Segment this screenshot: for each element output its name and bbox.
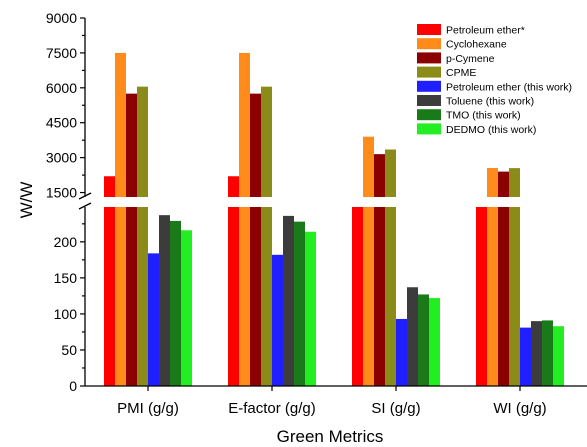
bar <box>272 254 283 386</box>
bar <box>509 168 520 386</box>
bar <box>374 154 385 386</box>
legend-swatch <box>417 109 441 121</box>
legend-swatch <box>417 24 441 35</box>
bar <box>148 253 159 386</box>
bar <box>396 318 407 386</box>
y-tick-label: 9000 <box>46 10 77 26</box>
legend-entry-label: DEDMO (this work) <box>446 124 536 136</box>
bar <box>429 298 440 386</box>
y-tick-label: 1500 <box>46 185 77 201</box>
y-tick-label: 4500 <box>46 115 77 131</box>
y-tick-label: 200 <box>54 234 78 250</box>
bar <box>498 171 509 386</box>
y-tick-label: 50 <box>61 342 77 358</box>
bar <box>385 149 396 386</box>
legend-swatch <box>417 66 441 78</box>
legend-entry-label: Toluene (this work) <box>446 96 534 108</box>
x-category-label: WI (g/g) <box>493 400 546 417</box>
tick-labels-group: 0 50 100 150 200 1500 3000 4500 6000 7500 9000 PMI … <box>46 10 547 417</box>
bar <box>352 204 363 386</box>
axis-break-band <box>73 197 587 207</box>
bar <box>170 220 181 386</box>
bar <box>553 326 564 386</box>
y-tick-label: 0 <box>69 378 77 394</box>
bar <box>159 215 170 386</box>
legend-swatch <box>417 123 441 135</box>
bar <box>250 93 261 387</box>
legend: Petroleum ether* Cyclohexane p-Cymene CPME P… <box>413 20 587 168</box>
x-category-label: PMI (g/g) <box>117 400 179 417</box>
bar <box>283 215 294 386</box>
x-category-label: SI (g/g) <box>371 400 420 417</box>
legend-swatch <box>417 38 441 50</box>
legend-swatch <box>417 80 441 92</box>
y-tick-label: 6000 <box>46 80 77 96</box>
legend-entry-label: TMO (this work) <box>446 110 521 122</box>
axis-break-mark <box>78 192 92 200</box>
axes-group <box>78 17 587 391</box>
bar <box>363 136 374 386</box>
bar <box>418 294 429 386</box>
bar <box>181 230 192 386</box>
y-tick-label: 3000 <box>46 150 77 166</box>
legend-swatch <box>417 95 441 106</box>
bar <box>228 176 239 386</box>
bar <box>305 231 316 386</box>
legend-entry-label: Petroleum ether* <box>446 25 525 37</box>
bar <box>542 320 553 386</box>
bar <box>239 52 250 387</box>
x-axis-title: Green Metrics <box>277 427 384 446</box>
legend-entry-label: Petroleum ether (this work) <box>446 81 572 93</box>
y-tick-label: 100 <box>54 306 78 322</box>
bar <box>531 321 542 386</box>
bar <box>137 86 148 387</box>
legend-entry-label: Cyclohexane <box>446 39 507 51</box>
bar <box>520 327 531 386</box>
bar <box>115 52 126 387</box>
bar <box>407 287 418 386</box>
x-category-label: E-factor (g/g) <box>228 400 316 417</box>
axis-break-mark <box>78 202 92 210</box>
y-tick-label: 150 <box>54 270 78 286</box>
bar <box>487 150 498 386</box>
bar <box>261 86 272 387</box>
bar <box>104 176 115 386</box>
y-tick-label: 7500 <box>46 45 77 61</box>
bars-group <box>73 52 587 387</box>
legend-background <box>413 20 587 168</box>
legend-entry-label: CPME <box>446 67 476 79</box>
bar <box>294 221 305 386</box>
legend-swatch <box>417 52 441 64</box>
bar <box>476 204 487 386</box>
legend-entry-label: p-Cymene <box>446 53 495 65</box>
y-axis-title: W/W <box>17 182 36 219</box>
bar <box>126 93 137 387</box>
